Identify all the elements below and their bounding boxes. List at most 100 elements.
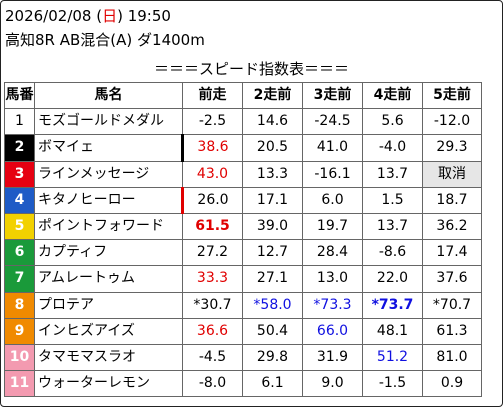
index-cell: 20.5 [242,134,303,162]
horse-name: キタノヒーロー [34,186,184,214]
index-cell: 29.8 [242,343,303,372]
horse-number: 4 [4,186,35,214]
race-datetime: 2026/02/08 (日) 19:50 [5,7,171,25]
index-cell: -24.5 [302,108,363,136]
index-cell: 12.7 [242,239,303,267]
table-row: 8 プロテア *30.7 *58.0 *73.3 *73.7 *70.7 [4,291,482,319]
horse-number: 5 [4,212,35,241]
index-cell: 28.4 [302,239,363,267]
index-cell: 13.7 [362,212,423,241]
index-cell: 81.0 [422,343,482,372]
index-cell: *30.7 [182,291,243,319]
index-cell: 22.0 [362,265,423,293]
index-cell: 6.1 [242,370,303,398]
index-cell: -8.0 [182,370,243,398]
index-cell: -16.1 [302,160,363,188]
table-row: 9 インヒズアイズ 36.6 50.4 66.0 48.1 61.3 [4,317,482,345]
horse-number: 6 [4,239,35,267]
index-cell: 41.0 [302,134,363,162]
index-cell: *73.3 [302,291,363,319]
index-cell: 14.6 [242,108,303,136]
horse-name: ウォーターレモン [34,370,183,398]
table-row: 7 アムレートゥム 33.3 27.1 13.0 22.0 37.6 [4,265,482,293]
horse-name: アムレートゥム [34,265,183,293]
table-row: 2 ボマイェ 38.6 20.5 41.0 -4.0 29.3 [4,134,482,162]
index-cell: 61.3 [422,317,482,345]
header-row: 馬番 馬名 前走 2走前 3走前 4走前 5走前 [4,81,482,110]
horse-number: 1 [4,108,35,136]
index-cell: 33.3 [182,265,243,293]
index-cell: 17.1 [242,186,303,214]
horse-name: プロテア [34,291,183,319]
horse-number: 10 [4,343,35,372]
col-3-races-ago: 3走前 [302,81,363,110]
horse-name: ラインメッセージ [34,160,183,188]
horse-number: 8 [4,291,35,319]
index-cell: 19.7 [302,212,363,241]
index-cell: *73.7 [362,291,423,319]
index-cell: -1.5 [362,370,423,398]
index-cell: 51.2 [362,343,423,372]
table-row: 6 カプティフ 27.2 12.7 28.4 -8.6 17.4 [4,239,482,267]
index-cell: 13.7 [362,160,423,188]
index-cell: 27.2 [182,239,243,267]
index-cell: 61.5 [182,212,243,241]
col-horse-number: 馬番 [4,81,35,110]
index-cell: 26.0 [182,186,243,214]
weekday: 日 [102,7,118,25]
index-cell: 1.5 [362,186,423,214]
index-cell: 31.9 [302,343,363,372]
table-row: 4 キタノヒーロー 26.0 17.1 6.0 1.5 18.7 [4,186,482,214]
speed-index-table: 馬番 馬名 前走 2走前 3走前 4走前 5走前 1 モズゴールドメダル -2.… [4,81,482,398]
index-cell: 39.0 [242,212,303,241]
index-cell: 66.0 [302,317,363,345]
horse-name: カプティフ [34,239,183,267]
horse-number: 2 [4,134,35,162]
table-row: 1 モズゴールドメダル -2.5 14.6 -24.5 5.6 -12.0 [4,108,482,136]
index-cell: 27.1 [242,265,303,293]
table-row: 5 ポイントフォワード 61.5 39.0 19.7 13.7 36.2 [4,212,482,241]
index-cell: 5.6 [362,108,423,136]
table-row: 10 タマモマスラオ -4.5 29.8 31.9 51.2 81.0 [4,343,482,372]
index-cell: -8.6 [362,239,423,267]
index-cell: 29.3 [422,134,482,162]
index-cell: 18.7 [422,186,482,214]
horse-number: 9 [4,317,35,345]
race-info: 高知8R AB混合(A) ダ1400m [5,31,205,49]
col-4-races-ago: 4走前 [362,81,423,110]
index-cell: 43.0 [182,160,243,188]
index-cell: -12.0 [422,108,482,136]
col-2-races-ago: 2走前 [242,81,303,110]
index-cell: 6.0 [302,186,363,214]
index-cell: 37.6 [422,265,482,293]
horse-number: 11 [4,370,35,398]
index-cell: -2.5 [182,108,243,136]
index-cell: 38.6 [182,134,243,162]
index-cell: 36.6 [182,317,243,345]
index-cell: 48.1 [362,317,423,345]
table-title: ＝＝＝スピード指数表＝＝＝ [153,60,349,78]
horse-name: ボマイェ [34,134,184,162]
index-cell: 36.2 [422,212,482,241]
index-cell: 17.4 [422,239,482,267]
index-cell: *70.7 [422,291,482,319]
col-last-race: 前走 [182,81,243,110]
horse-name: インヒズアイズ [34,317,183,345]
index-cell: 0.9 [422,370,482,398]
col-5-races-ago: 5走前 [422,81,482,110]
horse-number: 3 [4,160,35,188]
index-cell: 50.4 [242,317,303,345]
horse-name: モズゴールドメダル [34,108,183,136]
index-cell: 9.0 [302,370,363,398]
horse-name: タマモマスラオ [34,343,183,372]
table-row: 3 ラインメッセージ 43.0 13.3 -16.1 13.7 取消 [4,160,482,188]
index-cell: *58.0 [242,291,303,319]
table-row: 11 ウォーターレモン -8.0 6.1 9.0 -1.5 0.9 [4,370,482,398]
index-cell: 13.0 [302,265,363,293]
horse-number: 7 [4,265,35,293]
horse-name: ポイントフォワード [34,212,183,241]
index-cell: -4.5 [182,343,243,372]
col-horse-name: 馬名 [34,81,183,110]
index-cell: 13.3 [242,160,303,188]
index-cell-scratched: 取消 [422,160,482,188]
